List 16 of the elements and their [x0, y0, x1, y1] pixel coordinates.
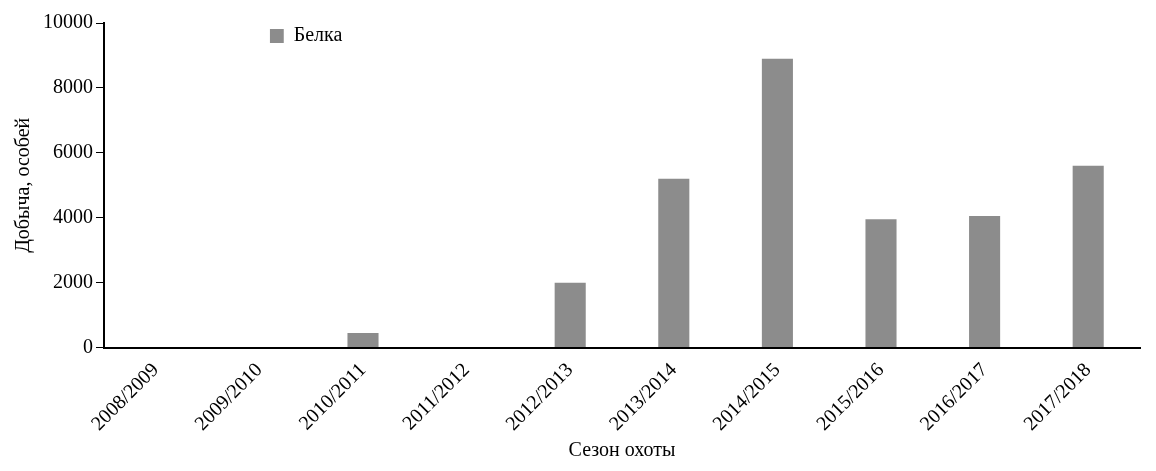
bar: [347, 332, 379, 348]
bar: [1072, 165, 1104, 348]
legend-label: Белка: [293, 23, 343, 46]
y-tick-label: 10000: [43, 10, 93, 33]
y-tick-label: 8000: [53, 75, 93, 98]
y-tick-label: 4000: [53, 204, 93, 227]
x-axis-title: Сезон охоты: [568, 438, 676, 461]
bar: [761, 58, 793, 348]
y-tick-label: 0: [83, 334, 93, 357]
bar: [658, 178, 690, 348]
bar: [865, 219, 897, 348]
y-tick-label: 2000: [53, 269, 93, 292]
bar: [554, 282, 586, 348]
y-tick-label: 6000: [53, 140, 93, 163]
y-axis-title: Добыча, особей: [11, 117, 35, 253]
bar: [969, 216, 1001, 348]
